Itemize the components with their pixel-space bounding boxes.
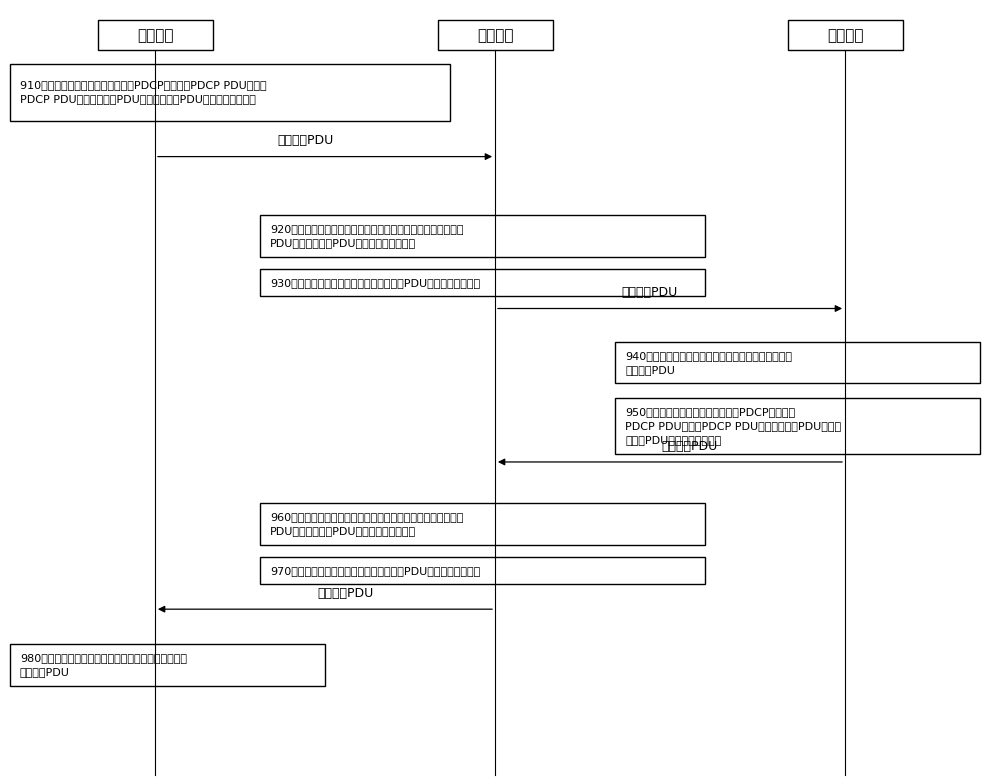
Text: 第二中继PDU: 第二中继PDU (662, 439, 718, 453)
Text: 950、网络设备的中继发送实体接收PDCP层发送的
PDCP PDU，根据PDCP PDU生成第二中继PDU，将第
二中继PDU发送给下一跳节点: 950、网络设备的中继发送实体接收PDCP层发送的 PDCP PDU，根据PDC… (625, 407, 841, 445)
Text: 960、中继终端的中继接收实体接收上一跳节点发送的第二中继
PDU，将第二中继PDU传递给中继发送实体: 960、中继终端的中继接收实体接收上一跳节点发送的第二中继 PDU，将第二中继P… (270, 512, 463, 536)
Text: 远端终端: 远端终端 (137, 27, 173, 43)
Bar (260, 215, 705, 257)
Text: 940、网络设备的中继接收实体接收来自上一跳节点的
第一中继PDU: 940、网络设备的中继接收实体接收来自上一跳节点的 第一中继PDU (625, 351, 792, 374)
Bar (260, 557, 705, 584)
Bar (615, 398, 980, 454)
Bar (98, 20, 212, 50)
Bar (260, 503, 705, 545)
Text: 第一中继PDU: 第一中继PDU (622, 286, 678, 299)
Bar (438, 20, 552, 50)
Text: 980、远端终端的中继接收实体接收来自上一跳节点的
第二中继PDU: 980、远端终端的中继接收实体接收来自上一跳节点的 第二中继PDU (20, 653, 187, 677)
Text: 第二中继PDU: 第二中继PDU (317, 586, 373, 600)
Text: 930、中继终端的中继发送实体将第一中继PDU发送给下一跳节点: 930、中继终端的中继发送实体将第一中继PDU发送给下一跳节点 (270, 278, 480, 287)
Text: 920、中继终端的中继接收实体接收上一跳节点发送的第一中继
PDU，将第一中继PDU传递给中继发送实体: 920、中继终端的中继接收实体接收上一跳节点发送的第一中继 PDU，将第一中继P… (270, 224, 464, 247)
Text: 910、远端终端的中继发送实体接收PDCP层发送的PDCP PDU，根据
PDCP PDU生成第一中继PDU，将第一中继PDU发送给下一跳节点: 910、远端终端的中继发送实体接收PDCP层发送的PDCP PDU，根据 PDC… (20, 81, 267, 104)
Bar (788, 20, 902, 50)
Bar (615, 342, 980, 383)
Text: 网络设备: 网络设备 (827, 27, 863, 43)
Text: 第一中继PDU: 第一中继PDU (277, 134, 333, 147)
Text: 970、中继终端的中继发送实体将第二中继PDU发送给下一跳节点: 970、中继终端的中继发送实体将第二中继PDU发送给下一跳节点 (270, 566, 480, 576)
Bar (10, 644, 325, 686)
Bar (10, 64, 450, 121)
Bar (260, 269, 705, 296)
Text: 中继终端: 中继终端 (477, 27, 513, 43)
